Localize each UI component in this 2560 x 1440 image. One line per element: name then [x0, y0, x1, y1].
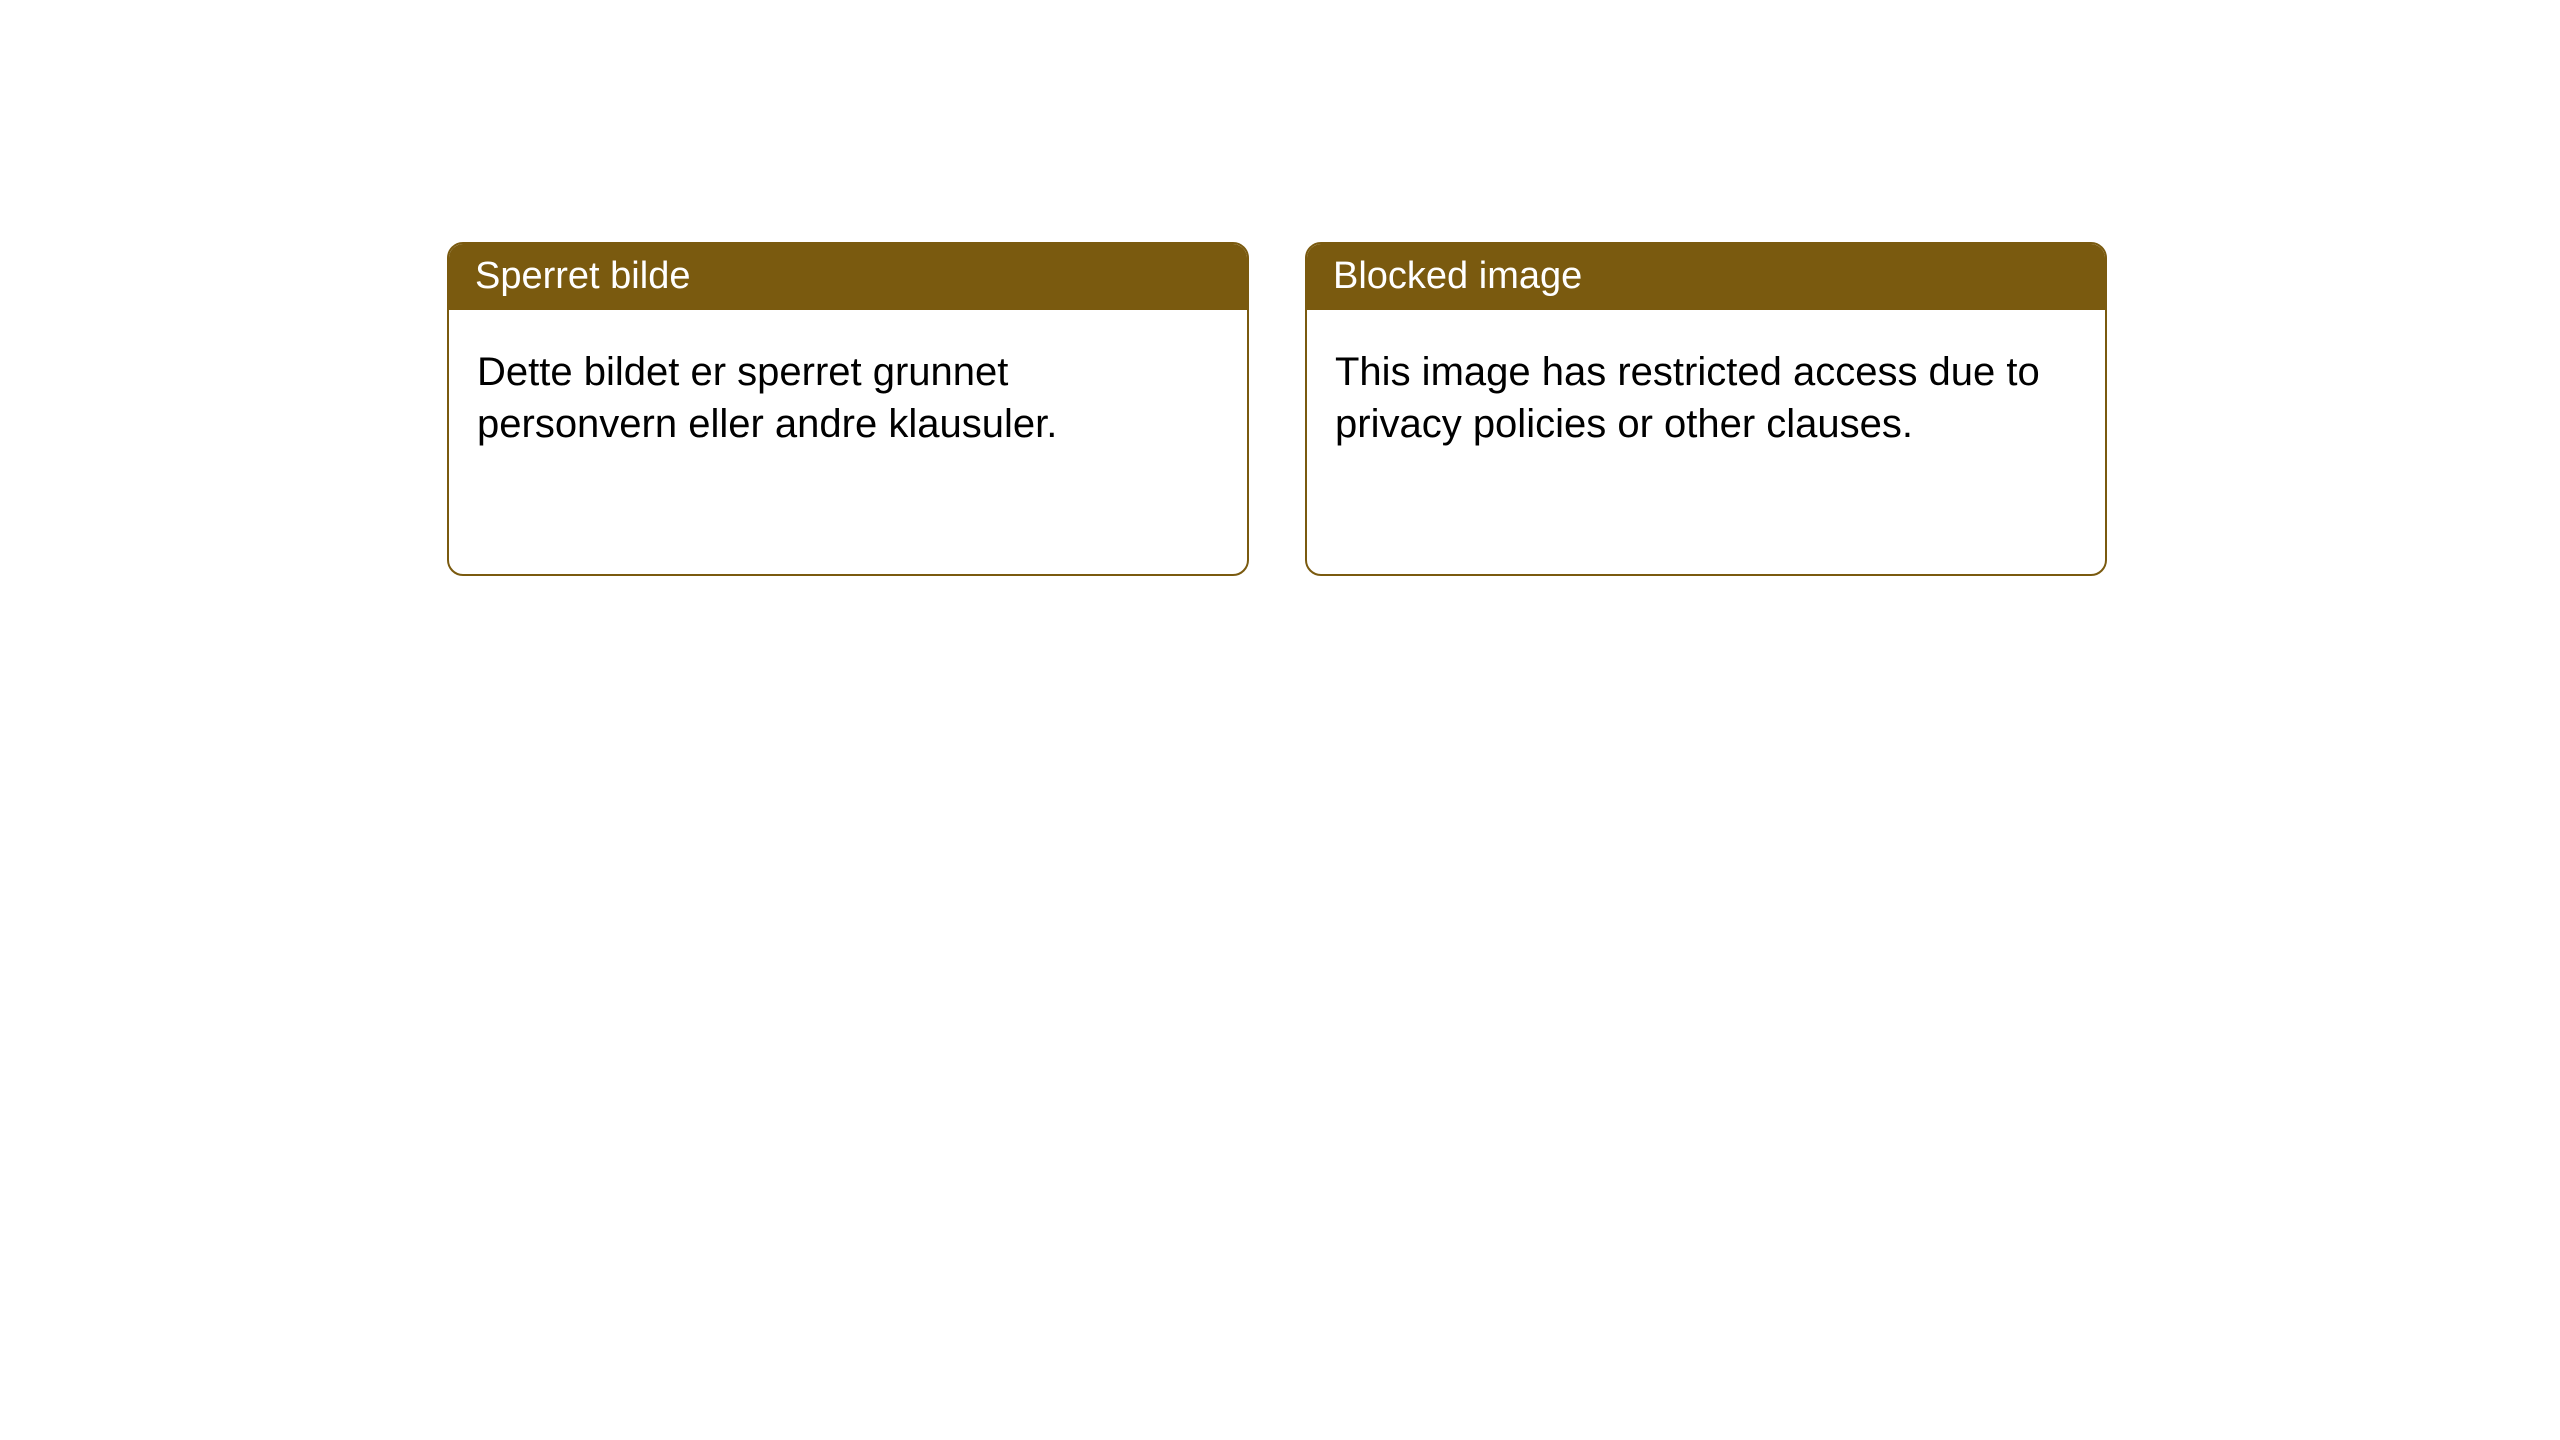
notice-cards-container: Sperret bilde Dette bildet er sperret gr… — [447, 242, 2107, 576]
notice-card-norwegian: Sperret bilde Dette bildet er sperret gr… — [447, 242, 1249, 576]
notice-card-body: This image has restricted access due to … — [1307, 310, 2105, 486]
notice-card-header: Sperret bilde — [449, 244, 1247, 310]
notice-card-english: Blocked image This image has restricted … — [1305, 242, 2107, 576]
notice-card-body: Dette bildet er sperret grunnet personve… — [449, 310, 1247, 486]
notice-card-header: Blocked image — [1307, 244, 2105, 310]
